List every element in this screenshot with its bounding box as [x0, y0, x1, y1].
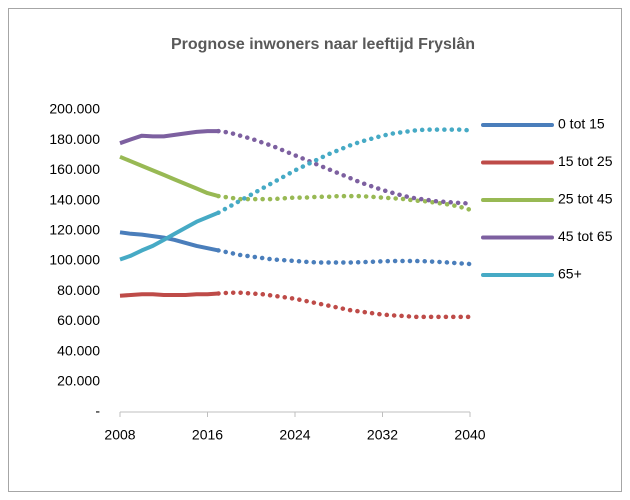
chart-border — [8, 8, 622, 492]
y-tick-label: 140.000 — [49, 191, 100, 207]
y-tick-label: 120.000 — [49, 222, 100, 238]
y-tick-label: 20.000 — [57, 373, 100, 389]
x-tick-label: 2024 — [279, 427, 310, 443]
y-tick-label: 60.000 — [57, 312, 100, 328]
series-line — [119, 154, 219, 199]
legend-label: 25 tot 45 — [558, 191, 613, 207]
x-tick-label: 2040 — [454, 427, 485, 443]
legend-label: 45 tot 65 — [558, 228, 613, 244]
y-tick-label: 80.000 — [57, 282, 100, 298]
series-line-dotted — [216, 193, 473, 212]
y-tick-label: 100.000 — [49, 252, 100, 268]
x-tick-label: 2016 — [192, 427, 223, 443]
y-tick-label: 200.000 — [49, 101, 100, 117]
series-line-dotted — [216, 248, 473, 267]
series-line-dotted — [216, 290, 473, 320]
series-line-dotted — [216, 127, 473, 215]
series-line-dotted — [216, 128, 473, 206]
y-tick-label: 40.000 — [57, 342, 100, 358]
y-tick-label: - — [95, 403, 100, 419]
legend-label: 65+ — [558, 266, 582, 282]
legend-label: 0 tot 15 — [558, 116, 605, 132]
series-line — [119, 291, 219, 298]
x-tick-label: 2008 — [104, 427, 135, 443]
chart-title: Prognose inwoners naar leeftijd Fryslân — [171, 36, 475, 53]
series-line — [119, 210, 220, 262]
x-tick-label: 2032 — [367, 427, 398, 443]
y-tick-label: 180.000 — [49, 131, 100, 147]
legend-label: 15 tot 25 — [558, 153, 613, 169]
y-tick-label: 160.000 — [49, 161, 100, 177]
series-line — [119, 129, 219, 146]
